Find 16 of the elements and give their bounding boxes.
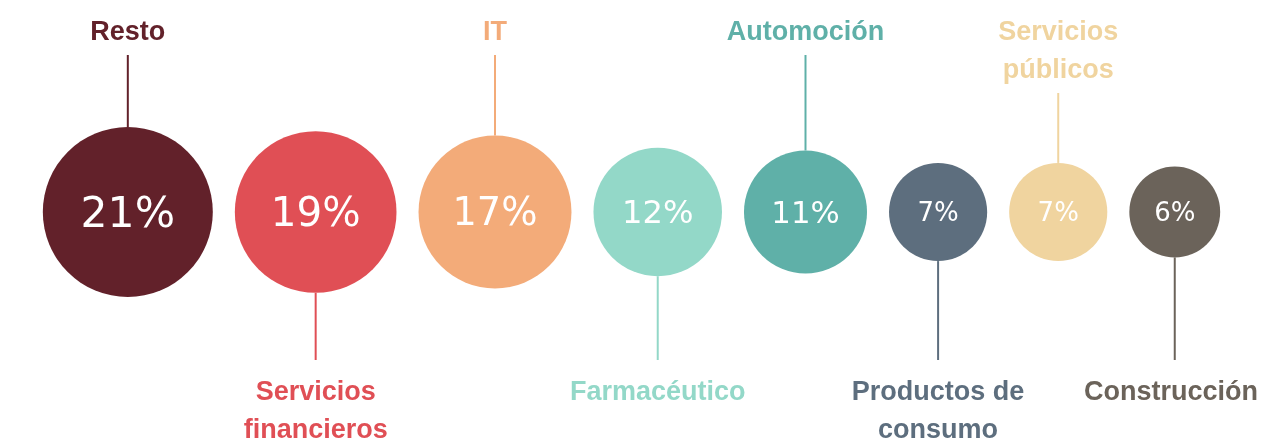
data-label: 17% — [452, 190, 538, 235]
data-label: 6% — [1154, 197, 1196, 228]
data-label: 7% — [1037, 197, 1079, 228]
category-label: Servicios financieros — [243, 376, 388, 444]
category-label: Servicios públicos — [998, 16, 1119, 84]
category-label: Resto — [90, 16, 166, 46]
data-label: 21% — [80, 187, 176, 237]
data-label: 11% — [771, 193, 840, 230]
data-label: 12% — [622, 193, 694, 232]
category-label: Productos de consumo — [851, 376, 1025, 444]
category-label: Construcción — [1083, 376, 1258, 406]
category-label: IT — [482, 16, 508, 46]
data-label: 7% — [917, 197, 959, 228]
category-label: Automoción — [726, 16, 885, 46]
category-label: Farmacéutico — [569, 376, 746, 406]
data-label: 19% — [270, 188, 361, 237]
